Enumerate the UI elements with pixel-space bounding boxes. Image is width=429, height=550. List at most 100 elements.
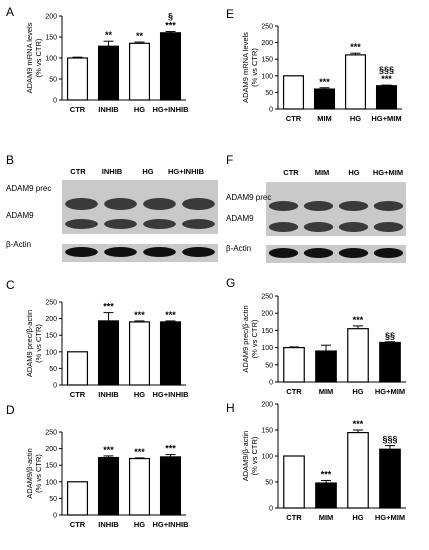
x-tick-label: INHIB	[98, 105, 119, 114]
y-tick-label: 0	[269, 506, 273, 513]
y-axis-label: ADAM9 prec/β-actin	[25, 310, 34, 377]
significance-marker: ***	[350, 42, 361, 52]
y-tick-label: 150	[261, 328, 273, 335]
significance-marker: ***	[319, 77, 330, 87]
bar-hg	[128, 42, 151, 101]
x-tick-label: HG+INHIB	[152, 520, 189, 529]
blot-row-label: ADAM9 prec	[226, 193, 271, 202]
x-tick-label: HG	[134, 105, 145, 114]
x-tick-label: MIM	[319, 387, 334, 396]
blot-band	[268, 248, 299, 258]
x-tick-label: HG	[352, 387, 363, 396]
blot-band	[303, 248, 334, 258]
blot-band	[104, 198, 137, 210]
y-tick-label: 200	[261, 311, 273, 318]
panel-letter-c: C	[6, 278, 15, 292]
bar-mim	[315, 350, 337, 383]
significance-marker-vs-hg: §§§	[379, 65, 394, 75]
bar-mim	[313, 88, 336, 110]
y-tick-label: 50	[265, 90, 273, 97]
panel-letter-b: B	[6, 153, 14, 167]
y-tick-label: 150	[261, 57, 273, 64]
y-tick-label: 200	[45, 14, 57, 21]
y-tick-label: 50	[49, 496, 57, 503]
panel-letter-f: F	[226, 153, 233, 167]
blot-band	[338, 248, 369, 258]
panel-letter-d: D	[6, 403, 15, 417]
y-tick-label: 0	[53, 98, 57, 105]
significance-marker: ***	[103, 302, 114, 312]
x-tick-label: CTR	[70, 520, 86, 529]
blot-band	[338, 222, 369, 232]
bar-ctr	[66, 57, 89, 101]
x-tick-label: MIM	[319, 513, 334, 522]
y-tick-label: 100	[261, 454, 273, 461]
blot-band	[303, 201, 334, 211]
y-tick-label: 100	[45, 56, 57, 63]
x-tick-label: HG+MIM	[375, 513, 405, 522]
significance-marker: ***	[321, 469, 332, 479]
blot-lane-label: CTR	[70, 167, 86, 176]
chart-panel-c: C 0 50 100 150 200 250 ADAM9 prec/β-actin (% vs …	[6, 278, 189, 399]
y-tick-label: 250	[45, 430, 57, 437]
bar-ctr	[66, 351, 89, 386]
blot-lane-label: HG+MIM	[373, 168, 403, 177]
bar-ctr	[283, 455, 305, 509]
blot-lane-label: HG	[142, 167, 153, 176]
bar-hg-plus-inhib	[159, 456, 182, 516]
blot-band	[65, 219, 98, 229]
blot-band	[104, 247, 137, 257]
bar-inhib	[97, 45, 120, 101]
y-tick-label: 100	[261, 345, 273, 352]
significance-marker: ***	[134, 310, 145, 320]
y-tick-label: 150	[45, 35, 57, 42]
y-axis-label-unit: (% vs CTR)	[34, 38, 43, 77]
blot-band	[182, 247, 215, 257]
bar-inhib	[97, 320, 120, 386]
y-axis-label: ADAM9/β-actin	[25, 448, 34, 499]
y-axis-label-unit: (% vs CTR)	[34, 454, 43, 493]
y-axis-label-unit: (% vs CTR)	[250, 436, 259, 475]
x-tick-label: CTR	[286, 114, 302, 123]
y-tick-label: 100	[45, 349, 57, 356]
y-tick-label: 200	[45, 316, 57, 323]
significance-marker-vs-hg: §§§	[382, 435, 397, 445]
bar-ctr	[66, 481, 89, 516]
y-tick-label: 150	[45, 463, 57, 470]
blot-band	[104, 219, 137, 229]
x-tick-label: CTR	[70, 105, 86, 114]
blot-band	[65, 247, 98, 257]
y-axis-label: ADAM9 mRNA levels	[25, 22, 34, 93]
x-tick-label: HG+INHIB	[152, 390, 189, 399]
significance-marker: ***	[103, 445, 114, 455]
blot-row-label: β-Actin	[226, 244, 251, 253]
bar-ctr	[283, 347, 305, 383]
blot-band	[143, 219, 176, 229]
blot-band	[65, 198, 98, 210]
x-tick-label: CTR	[70, 390, 86, 399]
blot-band	[338, 201, 369, 211]
bar-hg-plus-mim	[375, 85, 398, 110]
y-tick-label: 50	[265, 480, 273, 487]
significance-marker: ***	[134, 447, 145, 457]
y-axis-label: ADAM9 mRNA levels	[241, 32, 250, 103]
panel-letter-e: E	[226, 7, 234, 21]
blot-panel-f: F CTR MIM HG HG+MIM ADAM9 prec ADAM9 β-Actin	[226, 153, 406, 263]
bar-hg	[128, 457, 151, 516]
y-tick-label: 0	[53, 513, 57, 520]
bar-inhib	[97, 456, 120, 516]
bar-ctr	[282, 75, 305, 110]
x-tick-label: CTR	[286, 387, 302, 396]
significance-marker: ***	[381, 74, 392, 84]
panel-letter-h: H	[226, 401, 235, 415]
blot-band	[268, 222, 299, 232]
y-axis-label-unit: (% vs CTR)	[250, 48, 259, 87]
x-tick-label: HG	[134, 390, 145, 399]
blot-band	[182, 198, 215, 210]
x-tick-label: HG	[350, 114, 361, 123]
blot-row-label: ADAM9	[226, 214, 254, 223]
bar-hg-plus-mim	[379, 448, 401, 509]
significance-marker: ***	[353, 315, 364, 325]
y-tick-label: 100	[45, 479, 57, 486]
significance-marker: ***	[353, 419, 364, 429]
